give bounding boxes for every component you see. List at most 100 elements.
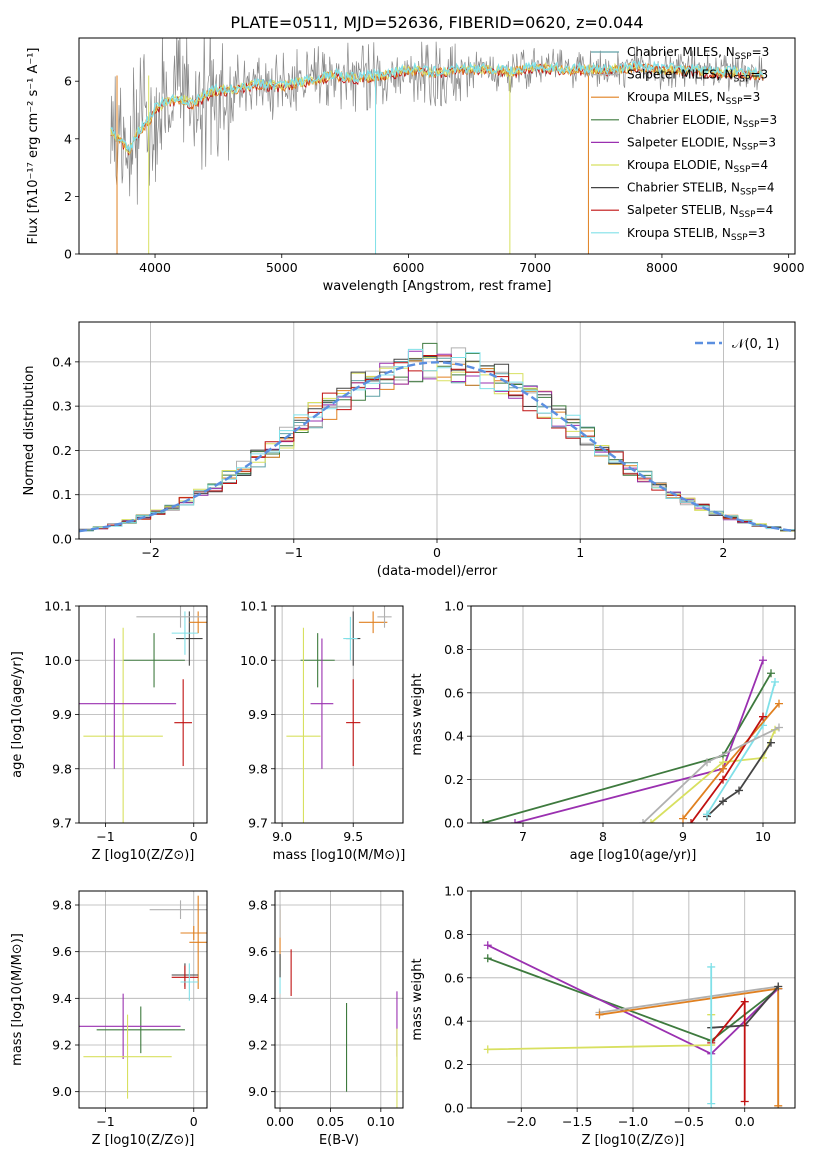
x-tick-label: 7 <box>519 829 527 844</box>
mass-weight-marker <box>639 819 647 823</box>
mass-weight-line <box>706 742 772 818</box>
mass-weight-marker <box>775 723 783 732</box>
mass-weight-line <box>650 729 776 823</box>
mass-weight-marker <box>679 814 687 823</box>
plot-area <box>79 342 795 534</box>
x-tick-label: −0.5 <box>674 1114 704 1129</box>
y-tick-label: 1.0 <box>444 599 464 614</box>
legend-value: =3 <box>752 45 770 59</box>
observed-spectrum-line <box>110 38 764 205</box>
x-tick-label: −1 <box>96 1114 114 1129</box>
y-tick-label: 9.4 <box>248 991 268 1006</box>
y-axis-label: mass weight <box>410 958 425 1040</box>
x-tick-label: 2 <box>719 545 727 560</box>
x-axis-label: wavelength [Angstrom, rest frame] <box>323 279 552 294</box>
y-tick-label: 0.3 <box>52 399 72 414</box>
gaussian-legend-label: 𝒩(0, 1) <box>732 337 779 352</box>
spectrum-plot: 4000 5000 6000 7000 8000 9000 0 2 4 6 wavelength [… <box>26 37 805 294</box>
residual-histogram-line <box>79 348 795 533</box>
mass-weight-marker <box>483 954 492 963</box>
x-tick-label: −2.0 <box>506 1114 536 1129</box>
y-axis-label: Flux [fλ10⁻¹⁷ erg cm⁻² s⁻¹ A⁻¹] <box>26 48 41 245</box>
mass-weight-marker <box>479 819 487 823</box>
x-tick-label: −2 <box>141 545 159 560</box>
y-tick-label: 0.1 <box>52 487 72 502</box>
figure-title: PLATE=0511, MJD=52636, FIBERID=0620, z=0… <box>230 13 643 32</box>
x-tick-label: 8 <box>599 829 607 844</box>
y-axis-label: mass weight <box>410 673 425 755</box>
plot-area <box>79 606 207 823</box>
mass-vs-extinction-plot: 0.00 0.05 0.10 9.0 9.2 9.4 9.6 9.8 E(B-V) <box>248 890 404 1148</box>
x-tick-label: −1 <box>96 829 114 844</box>
age-vs-mass-plot: 9.0 9.5 9.7 9.8 9.9 10.0 10.1 mass [log10(M/M⊙)… <box>240 599 405 864</box>
legend-label: Kroupa ELODIE, NSSP=4 <box>627 158 768 175</box>
mass-weight-marker <box>719 797 727 806</box>
legend-label: Salpeter MILES, NSSP=3 <box>627 68 768 85</box>
y-tick-label: 9.8 <box>248 761 268 776</box>
y-tick-label: 9.8 <box>52 898 72 913</box>
mass-weight-marker <box>740 997 749 1006</box>
y-tick-label: 9.2 <box>248 1038 268 1053</box>
y-tick-label: 9.9 <box>52 707 72 722</box>
legend-subscript: SSP <box>734 75 751 85</box>
mass-weight-marker <box>703 810 711 819</box>
mass-weight-marker <box>774 1101 783 1108</box>
y-tick-label: 4 <box>64 131 72 146</box>
mass-weight-marker <box>483 1045 492 1054</box>
x-axis-label: age [log10(age/yr)] <box>570 848 697 863</box>
x-tick-label: 1 <box>576 545 584 560</box>
legend-value: =3 <box>748 226 766 240</box>
y-tick-label: 9.7 <box>52 816 72 831</box>
y-tick-label: 9.8 <box>52 761 72 776</box>
x-tick-label: 8000 <box>646 260 678 275</box>
legend-label: Chabrier ELODIE, NSSP=3 <box>627 113 777 130</box>
mass-weight-marker <box>767 669 775 678</box>
x-tick-label: 0 <box>190 1114 198 1129</box>
mass-weight-marker <box>775 699 783 708</box>
mass-weight-marker <box>759 712 767 721</box>
x-tick-label: 0 <box>190 829 198 844</box>
axes-frame <box>470 605 796 824</box>
y-tick-label: 9.8 <box>248 898 268 913</box>
axes-frame <box>470 890 796 1109</box>
legend-value: =3 <box>758 135 776 149</box>
mass-weight-marker <box>767 738 775 747</box>
plot-area <box>79 895 207 1099</box>
legend-subscript: SSP <box>740 188 757 198</box>
legend-value: =4 <box>757 181 775 195</box>
legend-label: Kroupa STELIB, NSSP=3 <box>627 226 765 243</box>
axes-frame <box>274 890 404 1109</box>
y-tick-label: 10.1 <box>240 599 268 614</box>
y-tick-label: 0.6 <box>444 685 464 700</box>
y-tick-label: 0.2 <box>52 443 72 458</box>
x-tick-label: −1.0 <box>618 1114 648 1129</box>
y-tick-label: 9.0 <box>248 1084 268 1099</box>
y-tick-label: 0.0 <box>52 532 72 547</box>
legend-subscript: SSP <box>743 120 760 130</box>
y-axis-label: Normed distribution <box>22 366 37 496</box>
mass-weight-marker <box>707 1099 716 1108</box>
axes-frame <box>78 890 208 1109</box>
x-axis-label: Z [log10(Z/Z⊙)] <box>92 848 195 863</box>
legend-label: Kroupa MILES, NSSP=3 <box>627 90 760 107</box>
mass-weight-marker <box>771 677 779 686</box>
x-tick-label: 6000 <box>393 260 425 275</box>
x-axis-label: (data-model)/error <box>377 564 498 579</box>
x-tick-label: 9.0 <box>272 829 292 844</box>
y-tick-label: 0.6 <box>444 970 464 985</box>
mass-weight-marker <box>511 819 519 823</box>
y-tick-label: 0.4 <box>444 729 464 744</box>
y-tick-label: 9.2 <box>52 1038 72 1053</box>
y-tick-label: 0.0 <box>444 1101 464 1116</box>
x-tick-label: −1.5 <box>562 1114 592 1129</box>
axes-frame <box>78 321 796 540</box>
plot-area <box>479 656 783 823</box>
mass-weight-marker <box>483 941 492 950</box>
mass-weight-marker <box>759 656 767 665</box>
mass-weight-marker <box>707 962 716 971</box>
x-tick-label: 5000 <box>266 260 298 275</box>
x-tick-label: 10 <box>755 829 771 844</box>
axes-frame <box>78 605 208 824</box>
mass-weight-marker <box>595 1010 604 1019</box>
mass-weight-vs-age-plot: 7 8 9 10 0.0 0.2 0.4 0.6 0.8 1.0 age [log10(age/yr… <box>410 599 796 863</box>
